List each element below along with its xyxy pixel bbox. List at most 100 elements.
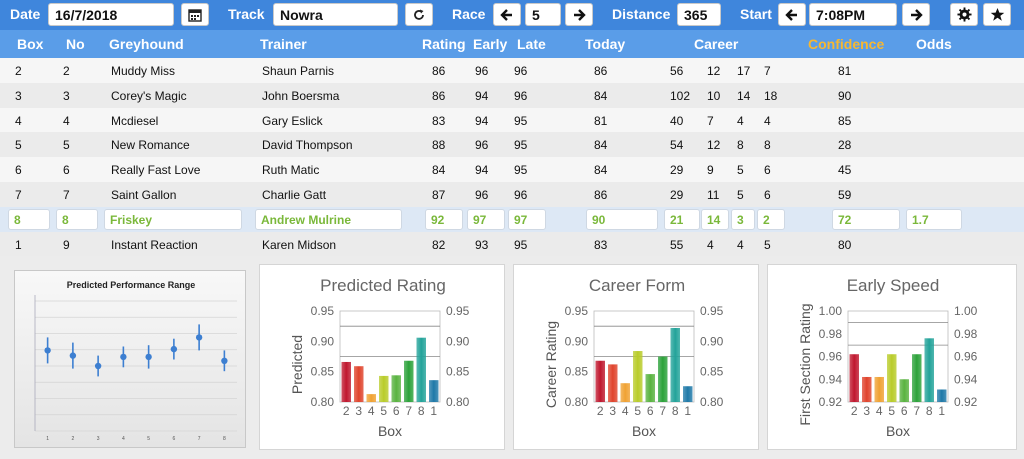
table-row[interactable]: 5 5 New Romance David Thompson 88 96 95 84 54 12 8… xyxy=(0,132,1024,158)
bar xyxy=(683,386,693,402)
chart-title: Predicted Rating xyxy=(320,276,446,295)
y-tick-label-right: 0.80 xyxy=(446,395,470,409)
cell-rating: 87 xyxy=(432,187,446,202)
y-tick-label-right: 0.85 xyxy=(700,365,724,379)
x-tick-label: 1 xyxy=(430,404,437,418)
early-speed-chart: Early Speed 1.00 1.00 0.98 0.98 0.96 0.96 0.94 0… xyxy=(797,276,978,439)
x-tick-label: 3 xyxy=(863,404,870,418)
y-tick-label-right: 0.80 xyxy=(700,395,724,409)
col-career[interactable]: Career xyxy=(694,36,739,52)
favorite-button[interactable] xyxy=(983,3,1011,26)
start-next-button[interactable] xyxy=(902,3,930,26)
x-axis-label: Box xyxy=(632,423,656,439)
x-tick-label: 3 xyxy=(97,436,100,442)
bar xyxy=(416,337,426,402)
y-tick-label: 0.90 xyxy=(311,334,335,348)
cell-trainer: Charlie Gatt xyxy=(262,187,327,202)
cell-c4: 2 xyxy=(757,208,785,230)
cell-c2: 12 xyxy=(707,138,721,153)
cell-c1: 29 xyxy=(670,187,684,202)
x-tick-label: 8 xyxy=(672,404,679,418)
cell-c4: 8 xyxy=(764,138,771,153)
bar xyxy=(887,354,897,402)
x-tick-label: 1 xyxy=(46,436,49,442)
date-field[interactable]: 16/7/2018 xyxy=(48,3,174,26)
cell-rating: 86 xyxy=(432,64,446,78)
y-axis-label: Predicted xyxy=(289,335,305,394)
cell-rating: 83 xyxy=(432,113,446,128)
col-confidence[interactable]: Confidence xyxy=(808,36,885,52)
col-greyhound[interactable]: Greyhound xyxy=(109,36,184,52)
x-tick-label: 3 xyxy=(609,404,616,418)
cell-c2: 7 xyxy=(707,113,714,128)
start-field[interactable]: 7:08PM xyxy=(809,3,897,26)
race-next-button[interactable] xyxy=(565,3,593,26)
runners-table: 2 2 Muddy Miss Shaun Parnis 86 96 96 86 56 12 17 7 8… xyxy=(0,58,1024,257)
col-late[interactable]: Late xyxy=(517,36,546,52)
cell-rating: 92 xyxy=(425,208,463,230)
settings-button[interactable] xyxy=(950,3,978,26)
cell-dog: Really Fast Love xyxy=(111,163,201,178)
cell-conf: 72 xyxy=(832,208,900,230)
track-field[interactable]: Nowra xyxy=(273,3,398,26)
table-row[interactable]: 3 3 Corey's Magic John Boersma 86 94 96 84 102 10… xyxy=(0,82,1024,108)
bar xyxy=(658,356,668,402)
table-row[interactable]: 8 8 Friskey Andrew Mulrine 92 97 97 90 21 14 3 2 72 1… xyxy=(0,206,1024,232)
gear-icon xyxy=(956,7,972,22)
col-odds[interactable]: Odds xyxy=(916,36,952,52)
cell-trainer: John Boersma xyxy=(262,88,340,103)
x-tick-label: 5 xyxy=(380,404,387,418)
col-no[interactable]: No xyxy=(66,36,85,52)
cell-trainer: Gary Eslick xyxy=(262,113,323,128)
start-prev-button[interactable] xyxy=(778,3,806,26)
x-axis-label: Box xyxy=(378,423,402,439)
y-axis-label: Career Rating xyxy=(543,321,559,408)
refresh-button[interactable] xyxy=(405,3,433,26)
chart-title: Career Form xyxy=(589,276,685,295)
y-tick-label: 0.85 xyxy=(565,365,589,379)
calendar-button[interactable] xyxy=(181,3,209,26)
col-box[interactable]: Box xyxy=(17,36,44,52)
distance-field[interactable]: 365 xyxy=(677,3,721,26)
table-row[interactable]: 6 6 Really Fast Love Ruth Matic 84 94 95 84 29 9 5… xyxy=(0,157,1024,182)
x-tick-label: 2 xyxy=(597,404,604,418)
x-tick-label: 6 xyxy=(172,436,175,442)
table-row[interactable]: 7 7 Saint Gallon Charlie Gatt 87 96 96 86 29 11 5 6… xyxy=(0,181,1024,207)
cell-no: 3 xyxy=(63,88,70,103)
cell-c2: 11 xyxy=(707,187,720,202)
x-tick-label: 4 xyxy=(368,404,375,418)
col-today[interactable]: Today xyxy=(585,36,626,52)
cell-c2: 9 xyxy=(707,163,714,178)
cell-late: 97 xyxy=(508,208,546,230)
cell-trainer: Shaun Parnis xyxy=(262,64,335,78)
plot-frame xyxy=(847,310,949,403)
cell-conf: 90 xyxy=(838,88,852,103)
col-early[interactable]: Early xyxy=(473,36,508,52)
cell-today: 84 xyxy=(594,138,608,153)
race-prev-button[interactable] xyxy=(493,3,521,26)
y-tick-label-right: 0.92 xyxy=(954,395,978,409)
table-row[interactable]: 4 4 Mcdiesel Gary Eslick 83 94 95 81 40 7 4 4 85 xyxy=(0,107,1024,133)
cell-dog: Instant Reaction xyxy=(111,237,198,252)
cell-rating: 84 xyxy=(432,163,446,178)
y-tick-label: 0.98 xyxy=(819,327,843,341)
bar xyxy=(379,375,389,402)
col-rating[interactable]: Rating xyxy=(422,36,466,52)
cell-early: 94 xyxy=(475,88,489,103)
cell-today: 86 xyxy=(594,187,608,202)
race-field[interactable]: 5 xyxy=(525,3,561,26)
cell-early: 96 xyxy=(475,138,489,153)
col-trainer[interactable]: Trainer xyxy=(260,36,307,52)
cell-conf: 28 xyxy=(838,138,852,153)
toolbar: Date 16/7/2018 Track Nowra Race 5 Distan… xyxy=(0,0,1024,30)
performance-range-plot: Predicted Performance Range 1 2 3 4 5 6 7 8 xyxy=(34,280,237,442)
x-tick-label: 8 xyxy=(926,404,933,418)
cell-conf: 85 xyxy=(838,113,852,128)
table-row[interactable]: 2 2 Muddy Miss Shaun Parnis 86 96 96 86 56 12 17 7 8… xyxy=(0,58,1024,83)
y-tick-label-right: 0.94 xyxy=(954,372,978,386)
bar xyxy=(354,366,364,402)
y-tick-label-right: 0.90 xyxy=(700,334,724,348)
cell-trainer: David Thompson xyxy=(262,138,353,153)
table-row[interactable]: 1 9 Instant Reaction Karen Midson 82 93 95 83 55… xyxy=(0,231,1024,257)
x-tick-label: 5 xyxy=(634,404,641,418)
